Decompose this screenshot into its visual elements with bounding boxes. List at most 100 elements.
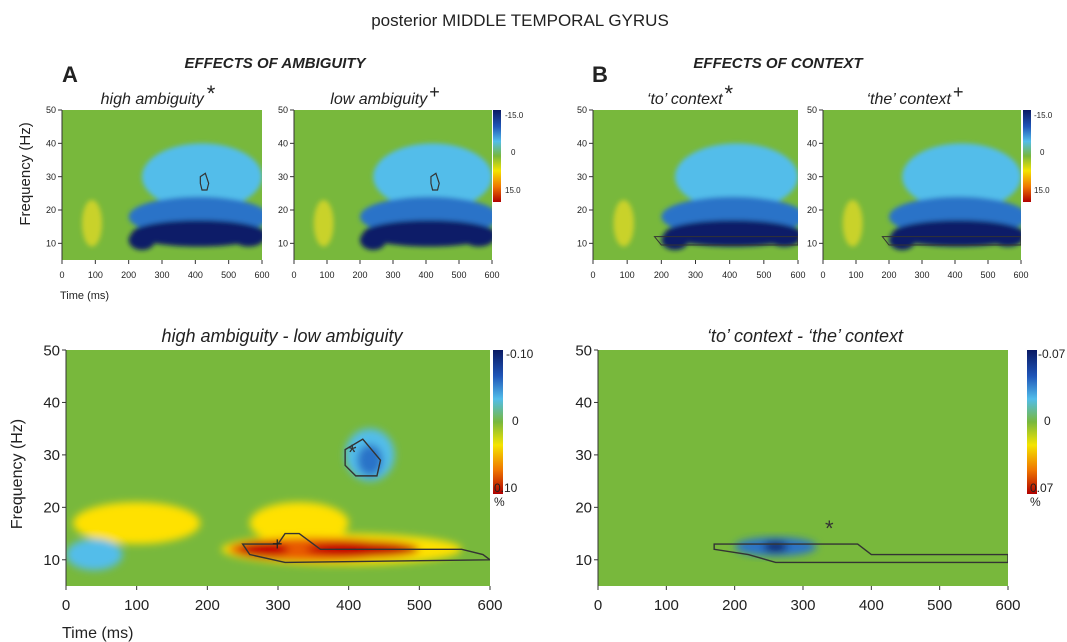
x-tick-label: 100 [88,270,103,280]
significance-outline [344,438,382,477]
x-tick-label: 0 [820,270,825,280]
significance-outline [713,543,1008,564]
y-tick-label: 40 [807,138,817,148]
heatmap-blob [373,143,492,210]
colorbar-context-unit: % [1030,495,1041,509]
x-tick-label: 600 [254,270,269,280]
x-tick-label: 200 [195,597,220,614]
colorbar-small-a-top: -15.0 [505,111,524,120]
colorbar-small-b-bot: 15.0 [1034,186,1050,195]
x-tick-label: 0 [59,270,64,280]
heatmap-blob [763,541,788,552]
y-tick-label: 30 [278,172,288,182]
heatmap-blob [232,226,262,247]
panel-a-letter: A [62,62,78,87]
x-tick-label: 600 [1013,270,1028,280]
y-tick-label: 20 [577,205,587,215]
significance-outline [881,236,1021,246]
y-tick-label: 40 [46,138,56,148]
x-tick-label: 500 [927,597,952,614]
panel-a-heading: EFFECTS OF AMBIGUITY [184,55,367,72]
x-tick-label: 100 [654,597,679,614]
y-tick-label: 30 [807,172,817,182]
y-tick-label: 50 [807,105,817,115]
y-tick-label: 40 [43,395,60,412]
x-tick-label: 400 [418,270,433,280]
y-tick-label: 10 [577,238,587,248]
heatmap-blob [613,200,634,247]
heatmap-blob [842,200,863,247]
significance-outline [241,532,490,564]
heatmap-blob [363,220,492,247]
x-tick-label: 100 [319,270,334,280]
heatmap-blob [128,230,156,250]
heatmap-blob [66,538,123,571]
x-tick-label: 400 [188,270,203,280]
x-tick-label: 300 [790,597,815,614]
y-tick-label: 20 [575,500,592,517]
y-tick-label: 40 [278,138,288,148]
colorbar-ambiguity-unit: % [494,495,505,509]
colorbar-small-a-mid: 0 [511,148,516,157]
colorbar-ambiguity-mid: 0 [512,414,519,428]
colorbar-ambiguity-bot: 0.10 [494,481,518,495]
y-tick-label: 20 [807,205,817,215]
heatmap-blob [73,502,201,545]
y-tick-label: 10 [43,552,60,569]
sig-star-ambiguity: * [348,440,357,465]
y-tick-label: 50 [577,105,587,115]
x-tick-label: 400 [947,270,962,280]
heatmap-blob [142,143,262,210]
colorbar-small-b-top: -15.0 [1034,111,1053,120]
x-tick-label: 200 [352,270,367,280]
y-tick-label: 10 [575,552,592,569]
x-tick-label: 300 [385,270,400,280]
xlabel-bottom: Time (ms) [62,625,133,642]
x-tick-label: 500 [980,270,995,280]
panel-b-heading: EFFECTS OF CONTEXT [693,55,864,72]
x-tick-label: 300 [914,270,929,280]
y-tick-label: 20 [43,500,60,517]
colorbar-context-mid: 0 [1044,414,1051,428]
y-tick-label: 30 [46,172,56,182]
ylabel-bottom: Frequency (Hz) [9,419,26,529]
heatmap-blob [357,444,383,476]
y-tick-label: 10 [46,238,56,248]
significance-outline [430,172,440,191]
x-tick-label: 200 [881,270,896,280]
colorbar-small-b [1023,110,1031,202]
sig-plus-ambiguity: + [272,534,283,554]
heatmap-blob [902,143,1021,210]
title-the-context: ‘the’ context + [866,82,963,108]
x-tick-label: 500 [407,597,432,614]
x-tick-label: 300 [688,270,703,280]
x-tick-label: 500 [221,270,236,280]
sig-star-context: * [825,516,834,541]
y-tick-label: 50 [46,105,56,115]
x-tick-label: 400 [722,270,737,280]
title-ambiguity-diff: high ambiguity - low ambiguity [161,326,403,346]
heatmap-blob [462,226,492,247]
x-tick-label: 400 [336,597,361,614]
colorbar-small-a [493,110,501,202]
title-to-context: ‘to’ context* [647,81,734,108]
colorbar-small-b-mid: 0 [1040,148,1045,157]
heatmap-blob [360,230,387,250]
x-tick-label: 300 [154,270,169,280]
colorbar-ambiguity-top: -0.10 [506,347,534,361]
x-tick-label: 200 [722,597,747,614]
title-low-ambiguity: low ambiguity + [330,82,439,108]
y-tick-label: 20 [278,205,288,215]
x-tick-label: 200 [121,270,136,280]
x-tick-label: 600 [790,270,805,280]
